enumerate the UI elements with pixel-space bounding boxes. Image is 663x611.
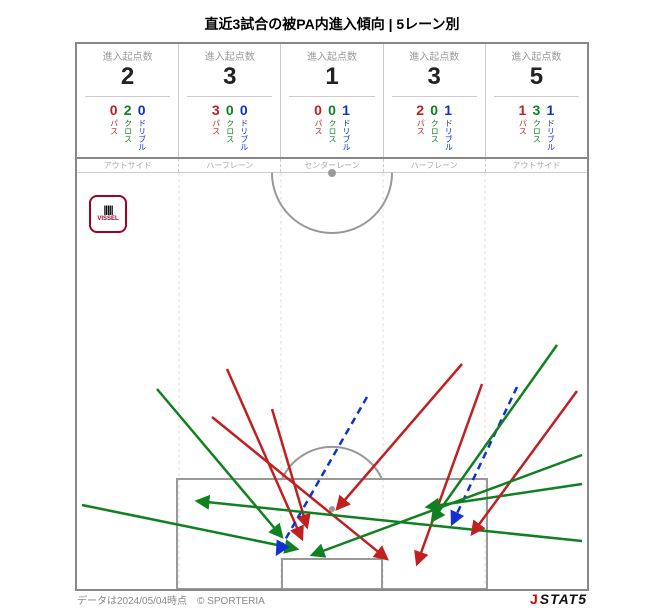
sub-num: 3 xyxy=(533,103,541,117)
lane-panel: 進入起点数20パス2クロス0ドリブル xyxy=(77,44,179,157)
sub-pass: 1 パス xyxy=(518,103,526,151)
panel-total: 2 xyxy=(79,63,176,92)
entry-arrow xyxy=(312,455,582,555)
sub-num: 0 xyxy=(138,103,146,117)
sub-label: クロス xyxy=(124,119,132,143)
panel-subrow: 2 パス 0 クロス 1 ドリブル xyxy=(392,96,477,151)
sub-num: 0 xyxy=(110,103,118,117)
panel-total: 3 xyxy=(181,63,278,92)
sub-label: パス xyxy=(518,119,526,135)
sub-label: パス xyxy=(110,119,118,135)
sub-num: 2 xyxy=(416,103,424,117)
panel-total: 5 xyxy=(488,63,585,92)
sub-pass: 3 パス xyxy=(212,103,220,151)
sub-cross: 3 クロス xyxy=(532,103,540,151)
pitch: アウトサイドハーフレーンセンターレーンハーフレーンアウトサイド ||||| VI… xyxy=(75,157,589,591)
sub-label: クロス xyxy=(532,119,540,143)
sub-pass: 0 パス xyxy=(314,103,322,151)
sub-num: 1 xyxy=(519,103,527,117)
entry-arrow xyxy=(432,345,557,521)
j-logo-text: STAT5 xyxy=(540,591,587,607)
entry-arrow xyxy=(197,501,582,541)
sub-num: 1 xyxy=(547,103,555,117)
footer: データは2024/05/04時点 © SPORTERIA J STAT5 xyxy=(75,587,589,611)
entry-arrow xyxy=(227,369,302,539)
sub-label: ドリブル xyxy=(342,119,350,151)
sub-num: 0 xyxy=(328,103,336,117)
sub-cross: 0 クロス xyxy=(328,103,336,151)
panel-subrow: 0 パス 2 クロス 0 ドリブル xyxy=(85,96,170,151)
sub-drible: 1 ドリブル xyxy=(444,103,452,151)
sub-label: パス xyxy=(416,119,424,135)
sub-label: ドリブル xyxy=(546,119,554,151)
sub-drible: 1 ドリブル xyxy=(342,103,350,151)
panel-total: 3 xyxy=(386,63,483,92)
chart-title: 直近3試合の被PA内進入傾向 | 5レーン別 xyxy=(75,10,589,42)
sub-drible: 1 ドリブル xyxy=(546,103,554,151)
entry-arrow xyxy=(417,384,482,564)
lane-panel: 進入起点数3 2 パス 0 クロス 1 ドリブル xyxy=(384,44,486,157)
panel-subrow: 3 パス 0 クロス 0 ドリブル xyxy=(187,96,272,151)
sub-label: クロス xyxy=(328,119,336,143)
sub-num: 1 xyxy=(342,103,350,117)
sub-label: パス xyxy=(212,119,220,135)
sub-num: 2 xyxy=(124,103,132,117)
footer-credit: データは2024/05/04時点 © SPORTERIA xyxy=(77,592,265,607)
sub-label: クロス xyxy=(226,119,234,143)
j-logo-icon: J xyxy=(530,591,538,607)
sub-num: 0 xyxy=(240,103,248,117)
sub-cross: 2 クロス xyxy=(124,103,132,151)
sub-cross: 0 クロス xyxy=(226,103,234,151)
panel-label: 進入起点数 xyxy=(181,48,278,63)
panel-subrow: 0 パス 0 クロス 1 ドリブル xyxy=(289,96,374,151)
sub-num: 3 xyxy=(212,103,220,117)
sub-pass: 2 パス xyxy=(416,103,424,151)
lane-panel: 進入起点数5 1 パス 3 クロス 1 ドリブル xyxy=(486,44,587,157)
sub-pass: 0 パス xyxy=(110,103,118,151)
entry-arrow xyxy=(337,364,462,509)
sub-num: 0 xyxy=(226,103,234,117)
sub-label: ドリブル xyxy=(138,119,146,151)
sub-label: パス xyxy=(314,119,322,135)
pitch-svg xyxy=(77,159,587,589)
panel-label: 進入起点数 xyxy=(386,48,483,63)
footer-brand: J STAT5 xyxy=(530,591,587,607)
sub-num: 0 xyxy=(430,103,438,117)
sub-label: ドリブル xyxy=(444,119,452,151)
panel-label: 進入起点数 xyxy=(488,48,585,63)
sub-label: ドリブル xyxy=(240,119,248,151)
sub-drible: 0 ドリブル xyxy=(240,103,248,151)
lane-panel: 進入起点数10パス0クロス1ドリブル xyxy=(281,44,383,157)
entry-arrow xyxy=(157,389,282,537)
panel-label: 進入起点数 xyxy=(283,48,380,63)
sub-cross: 0 クロス xyxy=(430,103,438,151)
chart-container: 直近3試合の被PA内進入傾向 | 5レーン別 進入起点数20パス2クロス0ドリブ… xyxy=(75,10,589,575)
entry-arrow xyxy=(82,505,297,549)
panel-total: 1 xyxy=(283,63,380,92)
lane-summary-row: 進入起点数20パス2クロス0ドリブル進入起点数33パス0クロス0ドリブル進入起点… xyxy=(75,42,589,157)
panel-subrow: 1 パス 3 クロス 1 ドリブル xyxy=(494,96,579,151)
panel-label: 進入起点数 xyxy=(79,48,176,63)
lane-panel: 進入起点数33パス0クロス0ドリブル xyxy=(179,44,281,157)
sub-drible: 0 ドリブル xyxy=(138,103,146,151)
sub-label: クロス xyxy=(430,119,438,143)
sub-num: 1 xyxy=(444,103,452,117)
sub-num: 0 xyxy=(314,103,322,117)
